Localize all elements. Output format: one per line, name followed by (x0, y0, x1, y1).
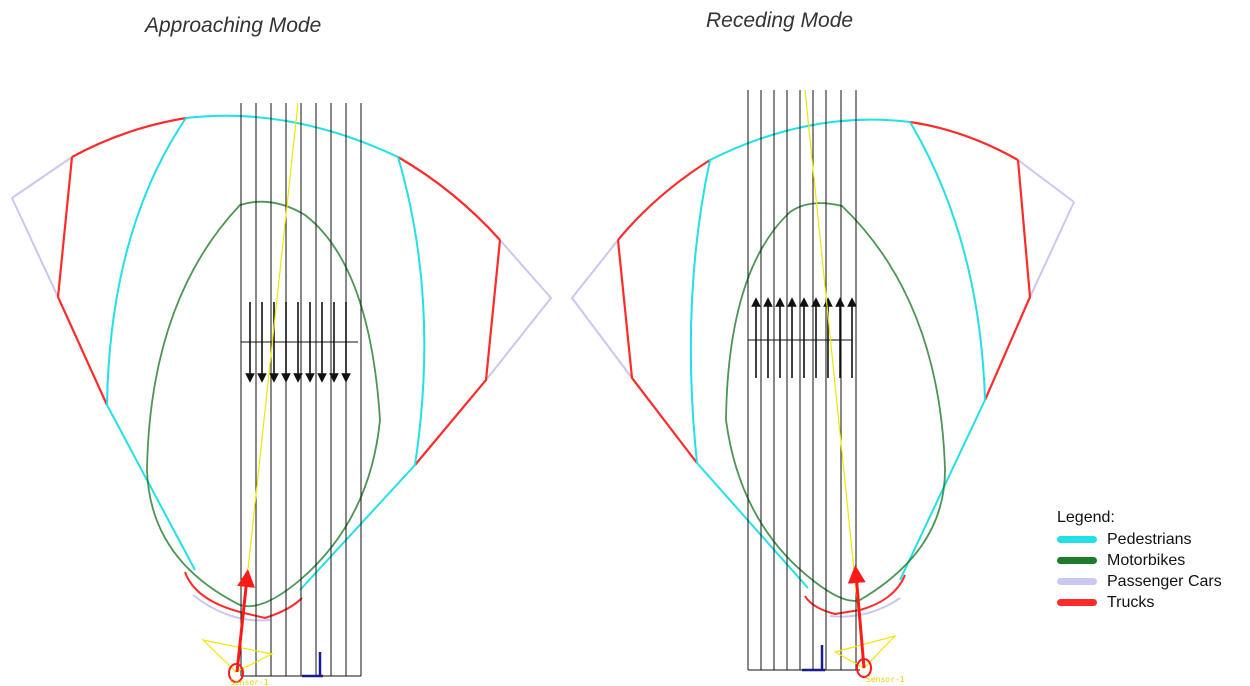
approaching-panel: Sensor-1 (11, 102, 553, 686)
pedestrians-zone-right (689, 118, 986, 589)
legend-swatch (1057, 578, 1097, 585)
motorbikes-zone (146, 200, 381, 608)
legend-label: Trucks (1107, 593, 1155, 611)
trucks-zone-right (616, 120, 1032, 464)
passenger-cars-zone (11, 156, 553, 381)
sensor-label-right: Sensor-1 (866, 675, 905, 684)
legend-item-motorbikes: Motorbikes (1057, 550, 1222, 571)
sensor-right: Sensor-1 (802, 89, 905, 684)
passenger-cars-near-zone-right (829, 597, 901, 618)
legend-swatch (1057, 557, 1097, 564)
trucks-near-zone-right (804, 574, 906, 616)
legend-item-trucks: Trucks (1057, 592, 1222, 613)
legend-item-passenger-cars: Passenger Cars (1057, 571, 1222, 592)
legend-item-pedestrians: Pedestrians (1057, 529, 1222, 550)
traffic-direction-arrows (245, 302, 351, 383)
lane-lines (240, 103, 362, 677)
passenger-cars-zone-right (570, 159, 1075, 379)
legend-label: Motorbikes (1107, 551, 1186, 569)
motorbikes-zone-right (725, 202, 946, 602)
pedestrians-zone (106, 114, 426, 591)
receding-mode-title: Receding Mode (706, 9, 854, 32)
passenger-cars-near-zone (192, 594, 271, 622)
legend-title: Legend: (1057, 509, 1115, 526)
legend-label: Passenger Cars (1107, 572, 1222, 590)
trucks-zone (56, 116, 502, 466)
legend-label: Pedestrians (1107, 530, 1192, 548)
legend-swatch (1057, 536, 1097, 543)
sensor-left: Sensor-1 (201, 102, 323, 686)
receding-panel: Sensor-1 (570, 89, 1075, 684)
trucks-near-zone (184, 571, 303, 620)
legend-swatch (1057, 599, 1097, 606)
legend: Legend: Pedestrians Motorbikes Passenger… (1057, 509, 1222, 613)
approaching-mode-title: Approaching Mode (145, 14, 322, 37)
traffic-direction-arrows-right (751, 297, 857, 378)
sensor-label-left: Sensor-1 (230, 678, 269, 686)
